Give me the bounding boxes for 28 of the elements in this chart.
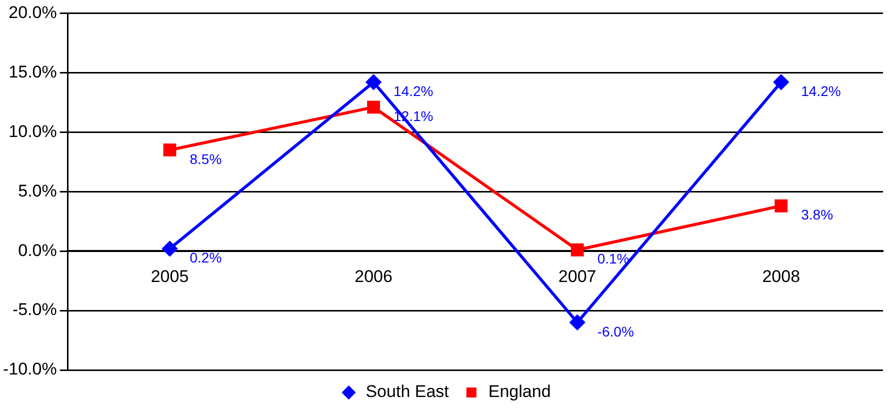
x-tick-label: 2008	[762, 266, 800, 286]
data-label: 14.2%	[801, 83, 841, 100]
y-tick-label: -10.0%	[2, 360, 57, 379]
point	[774, 74, 789, 90]
data-label: 14.2%	[394, 83, 434, 100]
y-tick-label: 20.0%	[8, 2, 57, 22]
x-tick-label: 2005	[150, 266, 189, 286]
point	[366, 74, 382, 90]
x-tick-label: 2006	[354, 266, 392, 286]
point	[163, 144, 176, 156]
point	[367, 100, 380, 114]
data-label: 8.5%	[190, 150, 222, 167]
data-label: 0.1%	[597, 250, 630, 267]
point	[774, 199, 788, 212]
y-tick-label: 5.0%	[18, 181, 57, 200]
y-tick-label: 10.0%	[8, 122, 57, 141]
data-label: 3.8%	[801, 206, 834, 223]
y-tick-label: 15.0%	[8, 62, 57, 82]
data-label: -6.0%	[597, 323, 634, 340]
point	[162, 241, 178, 256]
y-tick-label: 0.0%	[18, 240, 57, 260]
y-tick-label: -5.0%	[12, 300, 57, 320]
legend-label: South East	[366, 382, 450, 402]
point	[570, 314, 585, 330]
legend-label: England	[488, 382, 551, 402]
data-label: 0.2%	[190, 250, 222, 266]
x-tick-label: 2007	[558, 266, 596, 286]
point	[570, 243, 584, 256]
